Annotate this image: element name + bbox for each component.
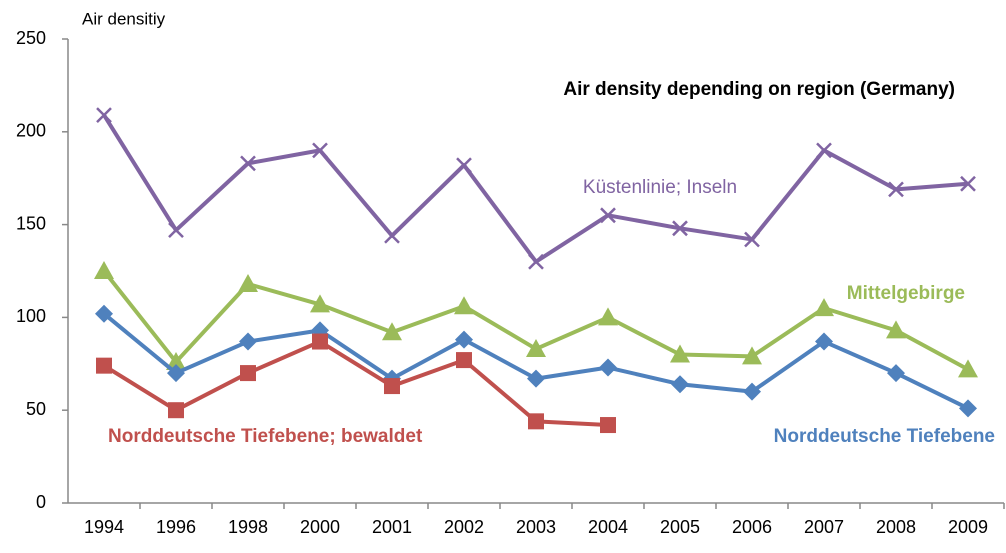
x-tick-label: 2001 <box>372 517 412 537</box>
marker <box>96 107 112 123</box>
marker <box>94 261 114 279</box>
x-tick-label: 1998 <box>228 517 268 537</box>
marker <box>598 307 618 326</box>
marker <box>312 142 328 159</box>
x-tick-label: 2005 <box>660 517 700 537</box>
marker <box>815 332 833 351</box>
marker <box>310 294 330 313</box>
y-tick-label: 150 <box>16 213 46 233</box>
series-label: Mittelgebirge <box>847 283 965 304</box>
x-tick-label: 2007 <box>804 517 844 537</box>
x-tick-label: 2009 <box>948 517 988 537</box>
marker <box>528 413 544 430</box>
y-tick-label: 0 <box>36 492 46 512</box>
marker <box>454 296 474 315</box>
marker <box>743 382 761 401</box>
marker <box>240 155 256 172</box>
marker <box>960 175 976 192</box>
marker <box>384 227 400 244</box>
marker <box>168 402 184 419</box>
marker <box>888 181 904 198</box>
series-label: Küstenlinie; Inseln <box>583 177 737 198</box>
marker <box>672 220 688 237</box>
y-tick-label: 100 <box>16 306 46 326</box>
x-tick-label: 1996 <box>156 517 196 537</box>
series-line <box>102 339 609 428</box>
marker <box>382 322 402 341</box>
marker <box>456 157 472 174</box>
x-tick-label: 2008 <box>876 517 916 537</box>
marker <box>96 357 112 374</box>
marker <box>526 338 546 357</box>
marker <box>671 375 689 394</box>
marker <box>168 222 184 239</box>
marker <box>312 333 328 350</box>
series-line <box>102 312 969 411</box>
marker <box>744 231 760 248</box>
marker <box>814 298 834 317</box>
marker <box>958 359 978 378</box>
y-tick-label: 250 <box>16 28 46 48</box>
series-line <box>102 114 969 264</box>
marker <box>816 142 832 159</box>
marker <box>600 417 616 434</box>
y-tick-label: 50 <box>26 399 46 419</box>
y-axis-label: Air densitiy <box>82 9 166 28</box>
marker <box>742 346 762 365</box>
series-label: Norddeutsche Tiefebene; bewaldet <box>108 426 423 447</box>
x-tick-label: 2000 <box>300 517 340 537</box>
marker <box>887 364 905 383</box>
marker <box>886 320 906 339</box>
marker <box>959 399 977 418</box>
marker <box>95 304 113 323</box>
marker <box>527 369 545 388</box>
marker <box>455 330 473 349</box>
x-tick-label: 2002 <box>444 517 484 537</box>
y-tick-label: 200 <box>16 121 46 141</box>
marker <box>166 351 186 370</box>
chart-title: Air density depending on region (Germany… <box>563 79 955 100</box>
x-tick-label: 2006 <box>732 517 772 537</box>
x-tick-label: 1994 <box>84 517 124 537</box>
marker <box>456 352 472 369</box>
marker <box>384 378 400 395</box>
marker <box>239 332 257 351</box>
marker <box>238 273 258 292</box>
x-tick-label: 2004 <box>588 517 628 537</box>
marker <box>599 358 617 377</box>
marker <box>670 344 690 363</box>
marker <box>240 365 256 382</box>
marker <box>167 364 185 383</box>
series-label: Norddeutsche Tiefebene <box>774 426 995 447</box>
x-tick-label: 2003 <box>516 517 556 537</box>
marker <box>600 207 616 224</box>
marker <box>528 253 544 270</box>
